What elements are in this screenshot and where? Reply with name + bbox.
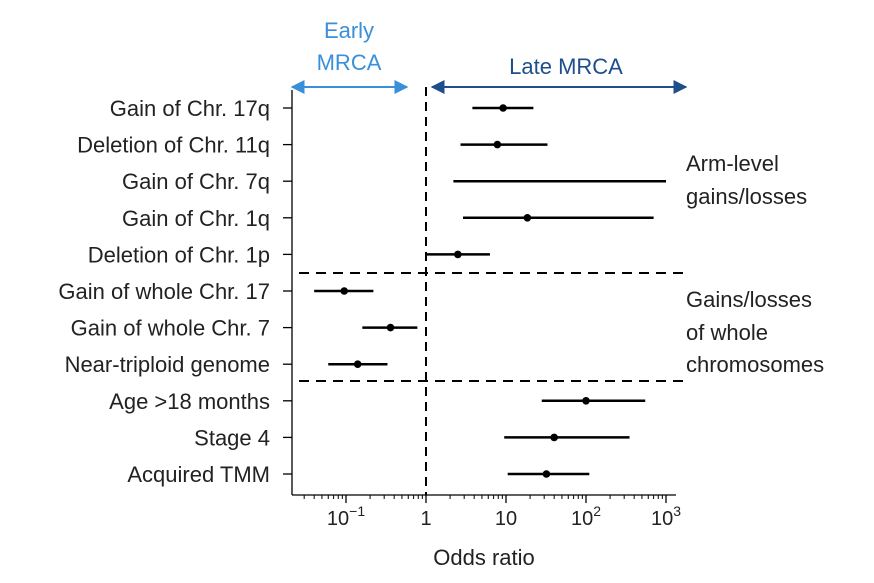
group-label-line: gains/losses	[686, 184, 807, 209]
early-label-line2: MRCA	[317, 50, 382, 75]
x-axis-title: Odds ratio	[433, 545, 535, 570]
point-estimate	[523, 214, 532, 222]
row-label: Gain of Chr. 1q	[122, 206, 270, 231]
row-label: Gain of whole Chr. 17	[58, 279, 270, 304]
group-label-whole-chromosome: Gains/losses of whole chromosomes	[686, 287, 824, 377]
point-estimate	[582, 397, 590, 405]
early-label-line1: Early	[324, 18, 374, 43]
forest-row: Deletion of Chr. 1p	[88, 242, 490, 267]
group-label-line: Arm-level	[686, 151, 779, 176]
point-estimate	[493, 140, 502, 149]
forest-row: Gain of Chr. 17q	[110, 96, 534, 121]
row-label: Stage 4	[194, 425, 270, 450]
x-tick-label: 10	[495, 508, 517, 530]
forest-row: Gain of whole Chr. 17	[58, 279, 374, 304]
row-label: Near-triploid genome	[65, 352, 270, 377]
group-label-line: Gains/losses	[686, 287, 812, 312]
group-label-line: of whole	[686, 320, 768, 345]
row-label: Deletion of Chr. 1p	[88, 242, 270, 267]
forest-row: Gain of Chr. 1q	[122, 206, 654, 231]
forest-row: Deletion of Chr. 11q	[77, 133, 548, 158]
x-tick-label: 10−1	[327, 503, 365, 530]
group-label-line: chromosomes	[686, 352, 824, 377]
point-estimate	[386, 323, 395, 332]
point-estimate	[454, 250, 462, 259]
point-estimate	[550, 433, 558, 442]
row-label: Gain of Chr. 7q	[122, 169, 270, 194]
point-estimate	[542, 470, 551, 478]
point-estimate	[340, 287, 349, 295]
row-label: Gain of Chr. 17q	[110, 96, 270, 121]
row-label: Gain of whole Chr. 7	[71, 316, 270, 341]
point-estimate	[353, 360, 362, 369]
forest-row: Acquired TMM	[127, 462, 590, 487]
x-tick-label: 102	[571, 503, 601, 530]
x-tick-label: 1	[420, 508, 431, 530]
forest-row: Age >18 months	[109, 389, 646, 414]
point-estimate	[499, 104, 507, 112]
x-axis: 10−1 1 10 102 103	[303, 495, 681, 530]
row-label: Deletion of Chr. 11q	[77, 133, 270, 158]
forest-row: Near-triploid genome	[65, 352, 388, 377]
forest-row: Gain of Chr. 7q	[122, 169, 666, 194]
row-label: Acquired TMM	[127, 462, 270, 487]
forest-row: Gain of whole Chr. 7	[71, 316, 418, 341]
row-label: Age >18 months	[109, 389, 270, 414]
forest-row: Stage 4	[194, 425, 630, 450]
late-label: Late MRCA	[509, 54, 623, 79]
rows-layer: Gain of Chr. 17q Deletion of Chr. 11q Gain…	[58, 96, 666, 487]
x-tick-label: 103	[651, 503, 681, 530]
group-label-arm-level: Arm-level gains/losses	[686, 151, 807, 209]
